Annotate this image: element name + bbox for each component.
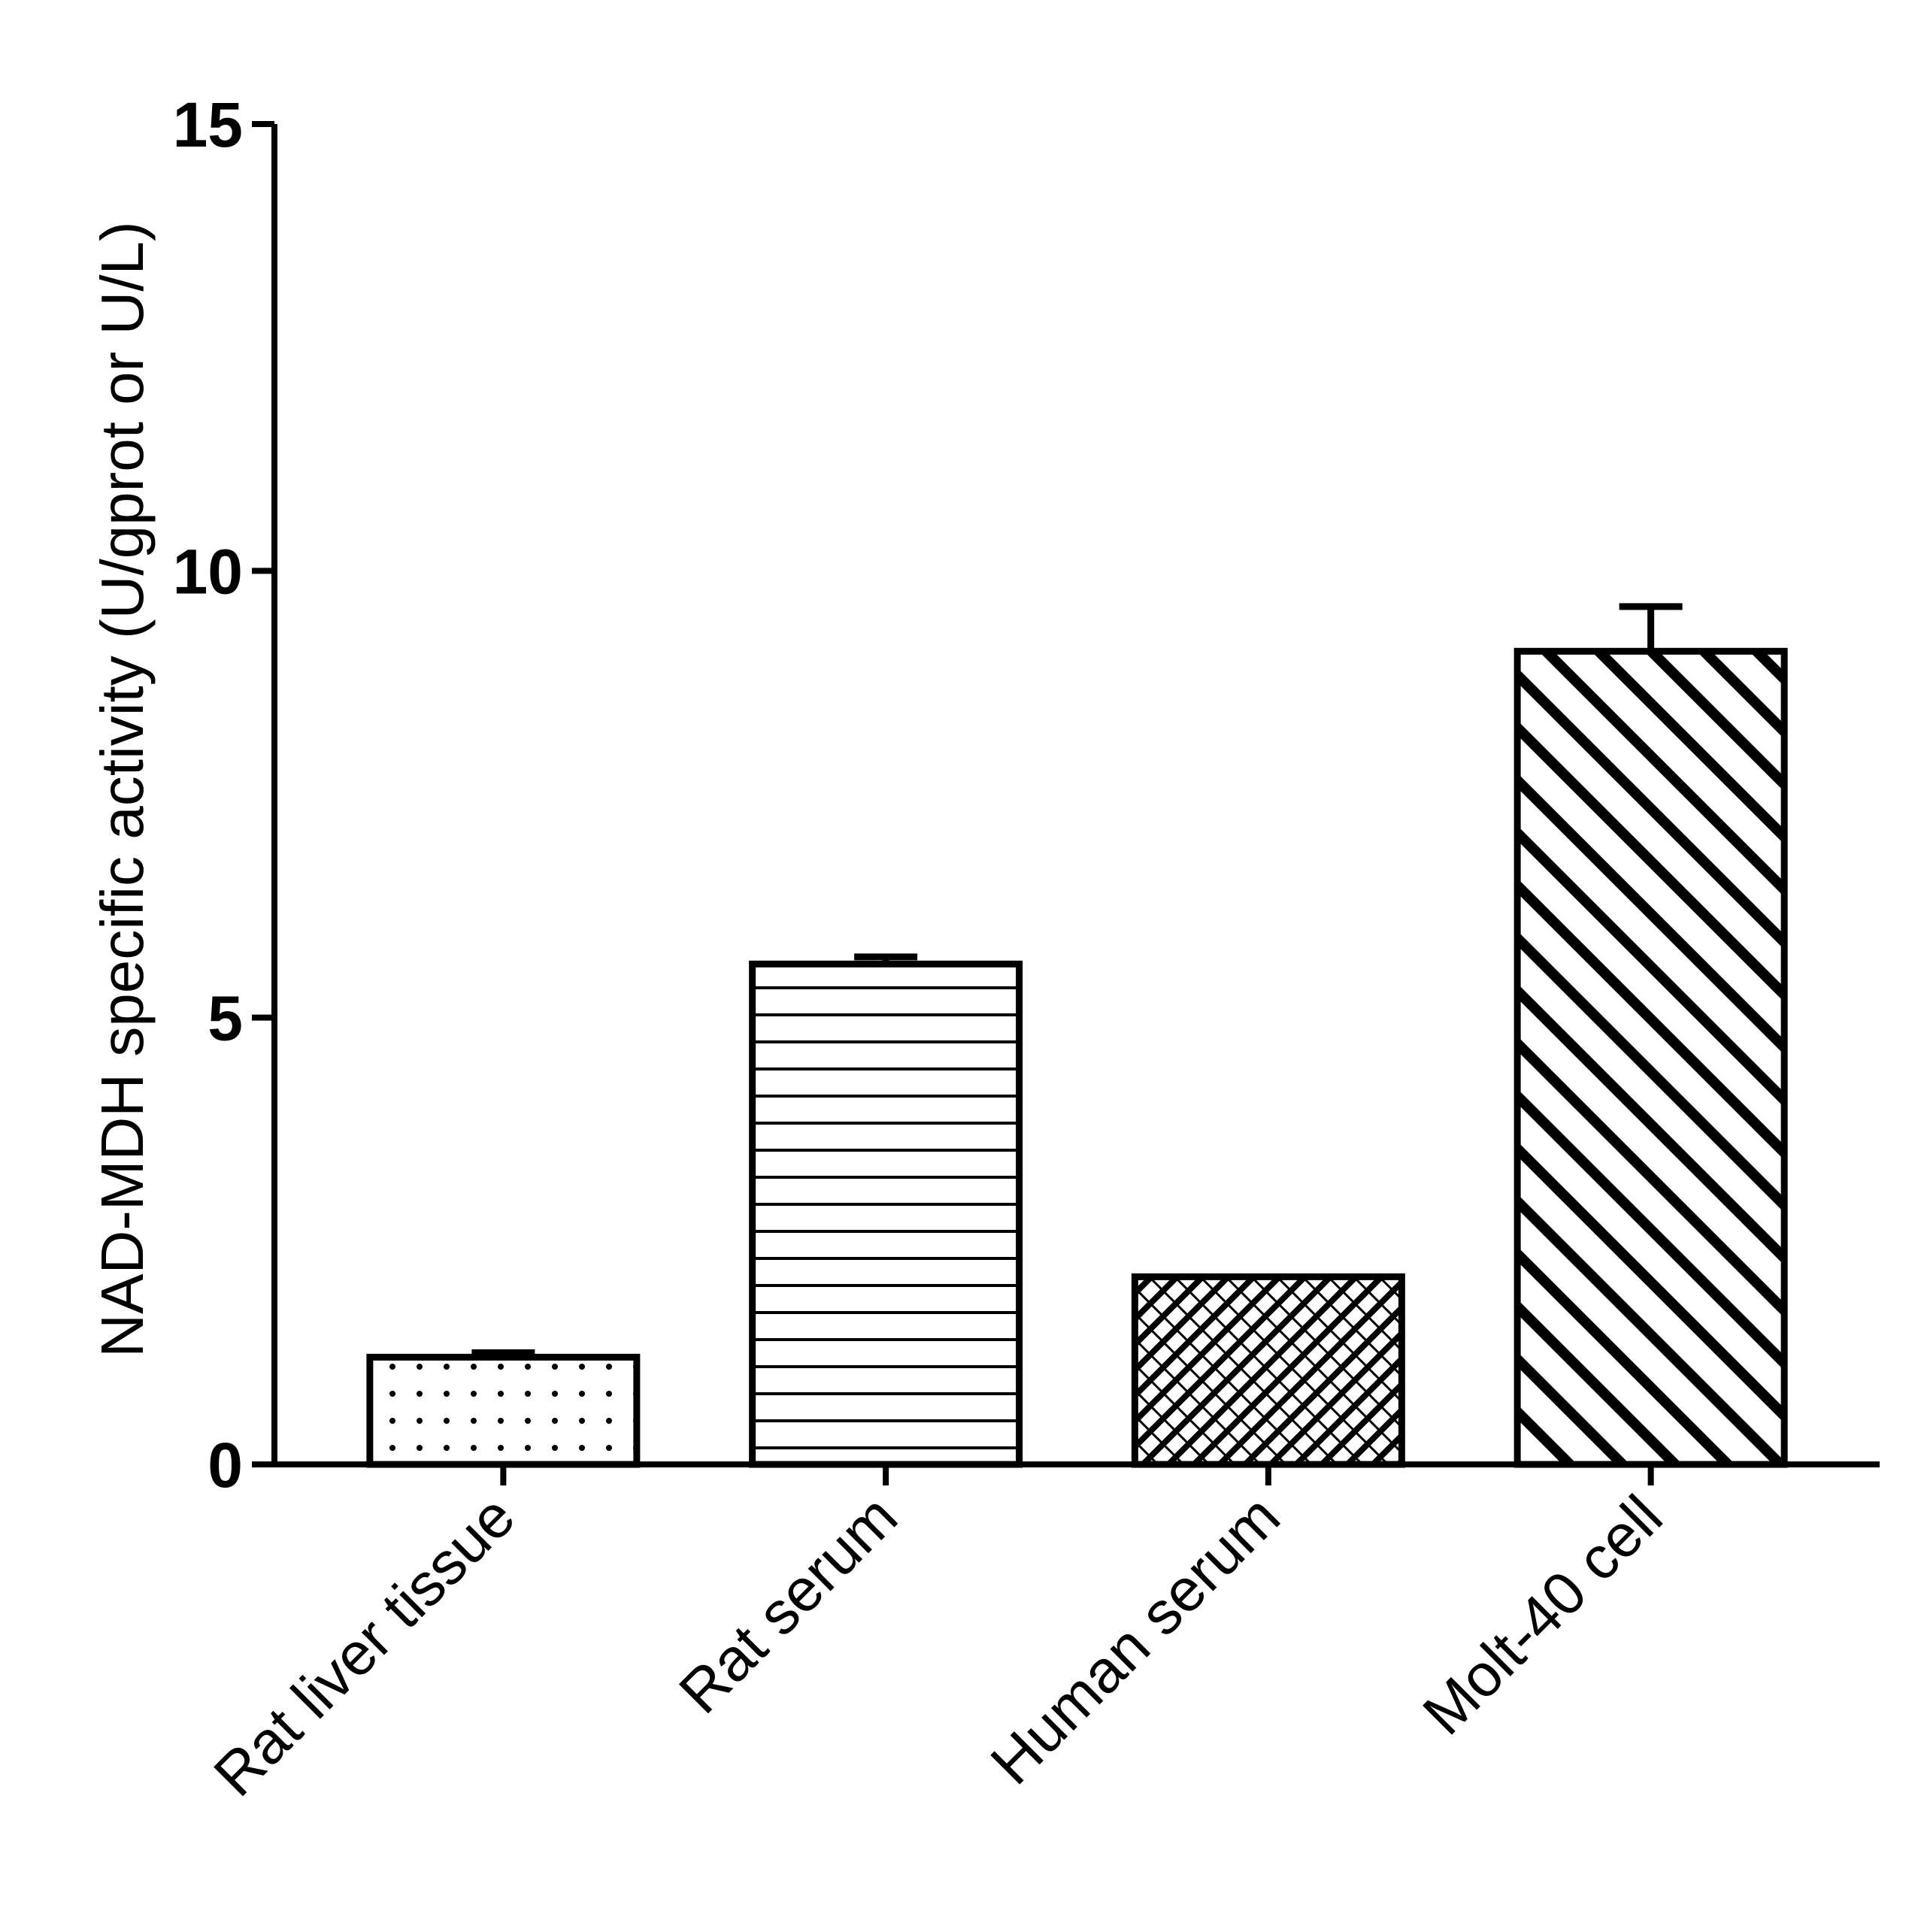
x-category-label-1: Rat serum xyxy=(666,1482,910,1726)
bars xyxy=(366,647,1788,1468)
bar-1 xyxy=(749,960,1023,1468)
x-category-label-3: Molt-40 cell xyxy=(1410,1482,1674,1747)
bar-3 xyxy=(1513,647,1788,1468)
y-axis-tick-labels: 0 5 10 15 xyxy=(173,89,243,1500)
y-tick-label-0: 0 xyxy=(208,1430,243,1500)
x-axis-category-labels: Rat liver tissue Rat serum Human serum Molt… xyxy=(201,1482,1675,1809)
x-axis-ticks xyxy=(500,1464,1654,1485)
y-tick-label-2: 10 xyxy=(173,536,243,607)
error-bars xyxy=(471,603,1683,1358)
y-axis-ticks xyxy=(252,121,274,1467)
y-tick-label-1: 5 xyxy=(208,983,243,1054)
bar-2 xyxy=(1131,1273,1405,1468)
x-category-label-2: Human serum xyxy=(978,1482,1292,1797)
y-tick-label-3: 15 xyxy=(173,89,243,160)
x-category-label-0: Rat liver tissue xyxy=(201,1482,528,1809)
y-axis-title: NAD-MDH specific activity (U/gprot or U/… xyxy=(89,221,156,1357)
bar-0 xyxy=(366,1353,641,1468)
